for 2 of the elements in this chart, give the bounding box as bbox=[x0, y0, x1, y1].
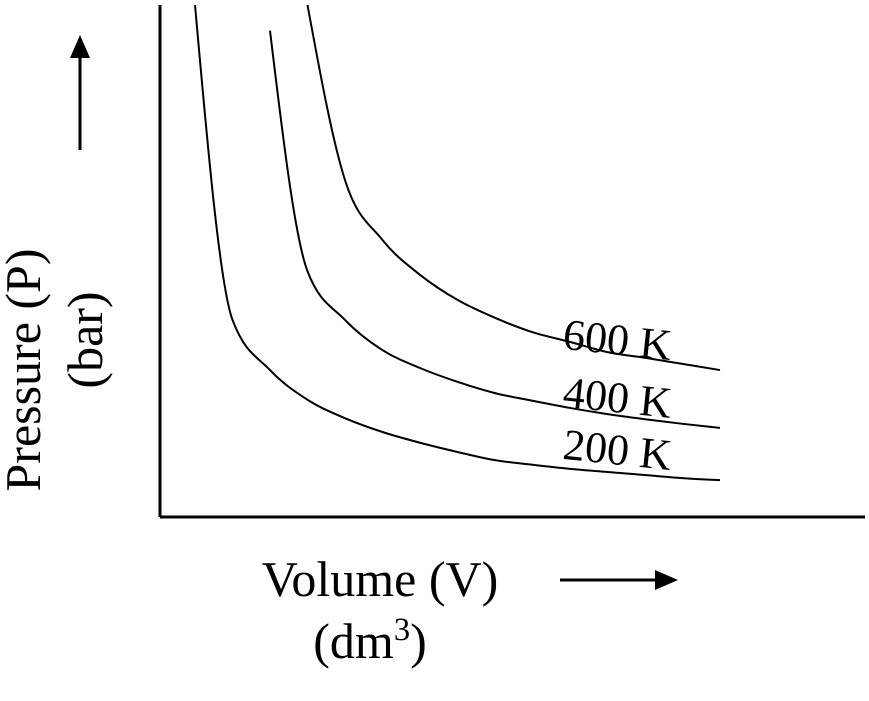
y-axis-title: Pressure (P) (bar) bbox=[0, 248, 113, 492]
x-axis-title: Volume (V) (dm$^{3}$) bbox=[262, 551, 498, 669]
